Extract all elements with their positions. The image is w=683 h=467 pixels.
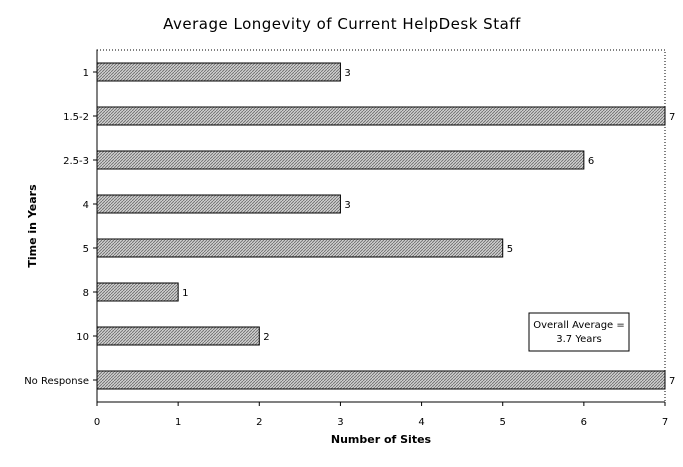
overall-average-annotation: Overall Average = 3.7 Years <box>528 312 630 352</box>
x-ticks: 0 1 2 3 4 5 6 7 <box>94 402 668 428</box>
data-label: 6 <box>588 156 594 167</box>
y-tick-label: 4 <box>83 200 89 211</box>
x-tick-label: 2 <box>256 417 262 428</box>
data-label: 7 <box>669 376 675 387</box>
x-tick-label: 3 <box>337 417 343 428</box>
x-tick-label: 6 <box>581 417 587 428</box>
x-tick-label: 7 <box>662 417 668 428</box>
annotation-line-2: 3.7 Years <box>556 334 601 345</box>
y-tick-label: 1.5-2 <box>63 112 89 123</box>
bar-1-5-2 <box>96 106 666 126</box>
y-tick-label: No Response <box>24 376 89 387</box>
data-label: 5 <box>507 244 513 255</box>
annotation-box <box>528 312 630 352</box>
x-tick-label: 1 <box>175 417 181 428</box>
bar-4 <box>96 194 341 214</box>
annotation-line-1: Overall Average = <box>533 320 625 331</box>
data-label: 3 <box>344 68 350 79</box>
bar-10 <box>96 326 260 346</box>
bar-1 <box>96 62 341 82</box>
chart-title: Average Longevity of Current HelpDesk St… <box>163 15 521 33</box>
bars-group: 3 7 6 3 5 1 2 7 <box>96 62 675 390</box>
y-tick-label: 10 <box>76 332 89 343</box>
y-tick-labels: 1 1.5-2 2.5-3 4 5 8 10 No Response <box>24 68 97 387</box>
y-tick-label: 2.5-3 <box>63 156 89 167</box>
bar-8 <box>96 282 179 302</box>
data-label: 1 <box>182 288 188 299</box>
y-axis-title: Time in Years <box>26 184 39 268</box>
x-tick-label: 4 <box>418 417 424 428</box>
bar-5 <box>96 238 504 258</box>
y-tick-label: 5 <box>83 244 89 255</box>
y-tick-label: 1 <box>83 68 89 79</box>
data-label: 2 <box>263 332 269 343</box>
y-tick-label: 8 <box>83 288 89 299</box>
bar-no-response <box>96 370 666 390</box>
x-tick-label: 5 <box>500 417 506 428</box>
x-axis-title: Number of Sites <box>331 433 432 446</box>
data-label: 3 <box>344 200 350 211</box>
data-label: 7 <box>669 112 675 123</box>
bar-2-5-3 <box>96 150 585 170</box>
x-tick-label: 0 <box>94 417 100 428</box>
